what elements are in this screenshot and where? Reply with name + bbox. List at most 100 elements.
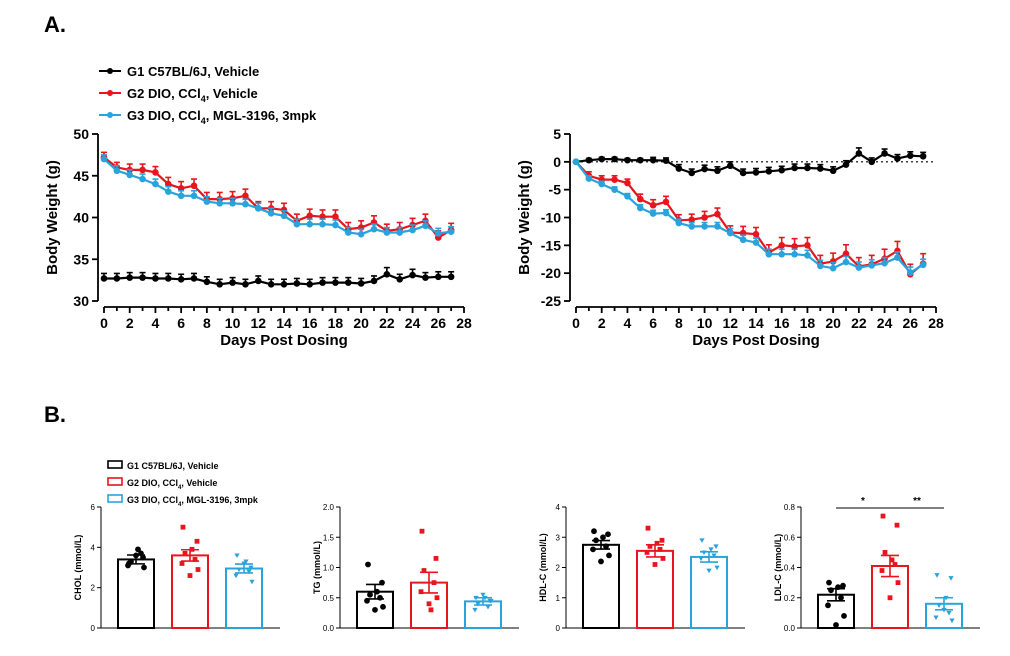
data-point-g3 — [306, 220, 314, 228]
data-point-g2 — [189, 546, 195, 552]
data-point-g1 — [332, 279, 339, 286]
data-point-g1 — [367, 591, 373, 598]
data-point-g2 — [192, 557, 198, 562]
data-point-g3 — [485, 604, 491, 610]
data-point-g1 — [293, 280, 301, 287]
data-point-g2 — [880, 513, 886, 519]
data-point-g2 — [701, 214, 708, 221]
data-point-g1 — [598, 155, 606, 163]
data-point-g1 — [714, 167, 721, 175]
data-point-g3 — [243, 559, 249, 565]
data-point-g1 — [396, 275, 404, 283]
data-point-g2 — [842, 250, 850, 257]
data-point-g3 — [234, 553, 240, 559]
y-tick-label: 1.0 — [323, 564, 335, 573]
data-point-g1 — [649, 156, 657, 164]
legend-a-marker-g2 — [107, 90, 113, 96]
data-point-g3 — [480, 592, 486, 598]
data-point-g1 — [357, 280, 365, 287]
data-point-g2 — [649, 201, 657, 209]
x-tick-label: 18 — [328, 315, 344, 331]
data-point-g1 — [842, 161, 850, 168]
data-point-g3 — [706, 568, 712, 574]
data-point-g2 — [187, 573, 193, 578]
y-axis-title: LDL-C (mmol/L) — [773, 534, 783, 602]
data-point-g3 — [242, 200, 249, 208]
data-point-g2 — [882, 549, 888, 555]
panel-label-b: B. — [44, 402, 66, 427]
data-point-g3 — [598, 180, 606, 188]
y-tick-label: 35 — [73, 251, 89, 267]
x-tick-label: 16 — [774, 315, 790, 331]
data-point-g3 — [233, 573, 239, 579]
data-point-g1 — [894, 155, 901, 162]
data-point-g1 — [434, 273, 442, 281]
data-point-g2 — [887, 595, 893, 601]
data-point-g3 — [229, 200, 236, 207]
data-point-g1 — [585, 156, 593, 164]
series-line-g1 — [104, 273, 452, 286]
data-point-g1 — [624, 156, 631, 164]
x-tick-label: 10 — [225, 315, 241, 331]
y-tick-label: 0 — [556, 624, 561, 633]
data-point-g2 — [895, 580, 901, 586]
data-point-g3 — [949, 618, 955, 624]
data-point-g1 — [826, 579, 832, 586]
data-point-g1 — [605, 531, 611, 538]
data-point-g3 — [357, 230, 365, 238]
data-point-g3 — [190, 192, 198, 200]
data-point-g2 — [306, 212, 314, 220]
data-point-g1 — [701, 165, 708, 173]
data-point-g3 — [701, 550, 707, 556]
data-point-g3 — [139, 175, 146, 183]
data-point-g3 — [941, 607, 947, 613]
data-point-g1 — [828, 587, 834, 594]
data-point-g1 — [591, 528, 597, 535]
y-axis-title: TG (mmol/L) — [312, 541, 322, 594]
y-tick-label: 0.2 — [784, 594, 796, 603]
data-point-g2 — [177, 184, 185, 192]
data-point-g1 — [370, 277, 378, 285]
data-point-g1 — [752, 169, 760, 176]
data-point-g3 — [713, 544, 719, 549]
y-tick-label: -15 — [541, 237, 561, 253]
data-point-g2 — [190, 182, 198, 190]
data-point-g2 — [652, 562, 658, 567]
data-point-g1 — [422, 274, 429, 281]
data-point-g1 — [126, 274, 134, 281]
data-point-g3 — [246, 569, 252, 575]
data-point-g2 — [332, 213, 339, 220]
y-tick-label: 2.0 — [323, 503, 335, 512]
data-point-g2 — [319, 213, 326, 220]
data-point-g3 — [711, 553, 717, 559]
y-tick-label: -5 — [549, 182, 562, 198]
y-axis-title: Body Weight (g) — [44, 160, 61, 275]
data-point-g2 — [714, 210, 721, 218]
y-tick-label: 5 — [553, 126, 561, 142]
data-point-g3 — [699, 538, 705, 543]
data-point-g2 — [194, 538, 200, 544]
data-point-g2 — [654, 540, 660, 546]
data-point-g1 — [855, 150, 863, 157]
data-point-g2 — [164, 180, 172, 188]
x-tick-label: 12 — [250, 315, 266, 331]
data-point-g2 — [660, 556, 666, 561]
data-point-g3 — [778, 250, 786, 258]
legend-a-marker-g3 — [107, 112, 113, 118]
data-point-g2 — [426, 601, 432, 607]
data-point-g2 — [139, 166, 146, 174]
data-point-g3 — [113, 167, 121, 175]
data-point-g1 — [152, 275, 159, 282]
data-point-g2 — [421, 568, 427, 573]
legend-b-swatch-g2 — [107, 477, 123, 486]
data-point-g1 — [409, 271, 416, 279]
y-axis-title: Body Weight (g) — [516, 160, 533, 275]
data-point-g1 — [379, 579, 385, 586]
data-point-g1 — [254, 277, 262, 285]
data-point-g3 — [946, 610, 952, 616]
x-tick-label: 22 — [851, 315, 867, 331]
data-point-g1 — [113, 275, 121, 282]
x-tick-label: 2 — [598, 315, 606, 331]
data-point-g3 — [293, 220, 301, 228]
y-tick-label: 0.6 — [784, 533, 796, 542]
